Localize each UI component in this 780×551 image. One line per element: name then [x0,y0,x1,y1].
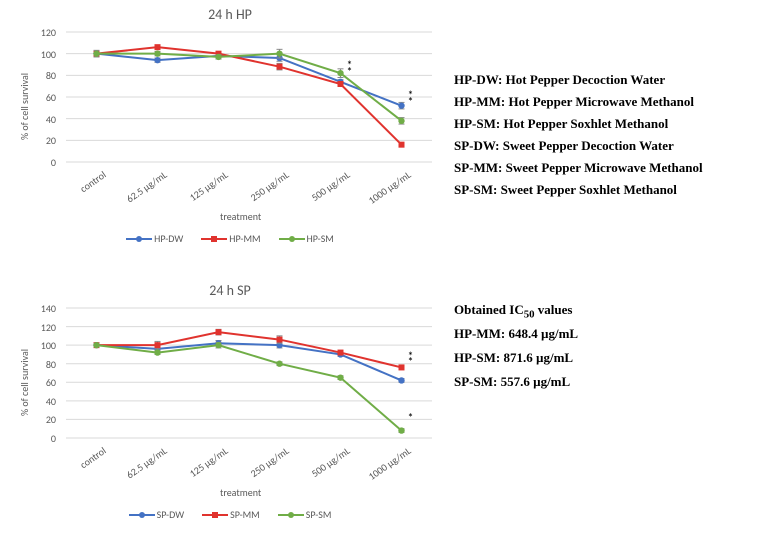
chart-hp-ylabel: % of cell survival [18,73,31,140]
legend-swatch [279,238,305,240]
ytick-label: 120 [26,321,56,334]
legend-marker [139,512,145,518]
svg-text:*: * [408,356,414,370]
ytick-label: 140 [26,302,56,315]
legend-swatch [202,514,228,516]
legend-label: SP-SM [306,508,332,521]
abbrev-sp-dw: SP-DW: Sweet Pepper Decoction Water [454,138,674,154]
abbrev-sp-mm: SP-MM: Sweet Pepper Microwave Methanol [454,160,703,176]
legend-item-sp-mm: SP-MM [202,508,260,521]
abbrev-hp-dw: HP-DW: Hot Pepper Decoction Water [454,72,665,88]
chart-sp-ylabel: % of cell survival [18,349,31,416]
legend-marker [211,236,217,242]
legend-swatch [278,514,304,516]
ytick-label: 0 [26,432,56,445]
abbrev-sp-sm: SP-SM: Sweet Pepper Soxhlet Methanol [454,182,677,198]
ic50-row-1: HP-SM: 871.6 µg/mL [454,350,573,366]
svg-text:*: * [347,65,353,79]
abbrev-hp-sm: HP-SM: Hot Pepper Soxhlet Methanol [454,116,668,132]
ytick-label: 100 [26,48,56,61]
chart-sp-xlabel: treatment [220,486,261,499]
xtick-label: 1000 µg/mL [351,444,413,493]
chart-hp-legend: HP-DW HP-MM HP-SM [10,232,450,245]
xtick-label: control [46,168,108,217]
chart-hp-plot: **** [60,28,440,166]
legend-label: HP-DW [154,232,183,245]
legend-swatch [129,514,155,516]
chart-sp-plot: *** [60,304,440,442]
legend-label: HP-MM [229,232,260,245]
ic50-title: Obtained IC50 values [454,302,572,321]
legend-item-sp-dw: SP-DW [129,508,185,521]
chart-hp-title: 24 h HP [10,6,450,23]
svg-text:*: * [408,96,414,110]
chart-sp-title: 24 h SP [10,282,450,299]
chart-hp: 24 h HP **** 020406080100120 control62.5… [10,0,450,270]
ic50-row-0: HP-MM: 648.4 µg/mL [454,326,578,342]
xtick-label: 62.5 µg/mL [107,444,169,493]
figure-root: { "figure": { "width": 780, "height": 55… [0,0,780,551]
abbrev-hp-mm: HP-MM: Hot Pepper Microwave Methanol [454,94,694,110]
legend-item-hp-mm: HP-MM [201,232,260,245]
legend-item-hp-sm: HP-SM [279,232,334,245]
chart-hp-xlabel: treatment [220,210,261,223]
legend-label: HP-SM [307,232,334,245]
ytick-label: 0 [26,156,56,169]
legend-item-sp-sm: SP-SM [278,508,332,521]
xtick-label: 500 µg/mL [290,444,352,493]
chart-sp: 24 h SP *** 020406080100120140 control62… [10,280,450,550]
ytick-label: 120 [26,26,56,39]
legend-marker [136,236,142,242]
legend-label: SP-DW [157,508,185,521]
legend-swatch [201,238,227,240]
legend-swatch [126,238,152,240]
xtick-label: 1000 µg/mL [351,168,413,217]
xtick-label: 500 µg/mL [290,168,352,217]
legend-marker [288,512,294,518]
legend-label: SP-MM [230,508,260,521]
legend-item-hp-dw: HP-DW [126,232,183,245]
legend-marker [212,512,218,518]
svg-text:*: * [408,411,414,425]
xtick-label: 62.5 µg/mL [107,168,169,217]
ic50-row-2: SP-SM: 557.6 µg/mL [454,374,570,390]
xtick-label: control [46,444,108,493]
legend-marker [289,236,295,242]
chart-sp-legend: SP-DW SP-MM SP-SM [10,508,450,521]
